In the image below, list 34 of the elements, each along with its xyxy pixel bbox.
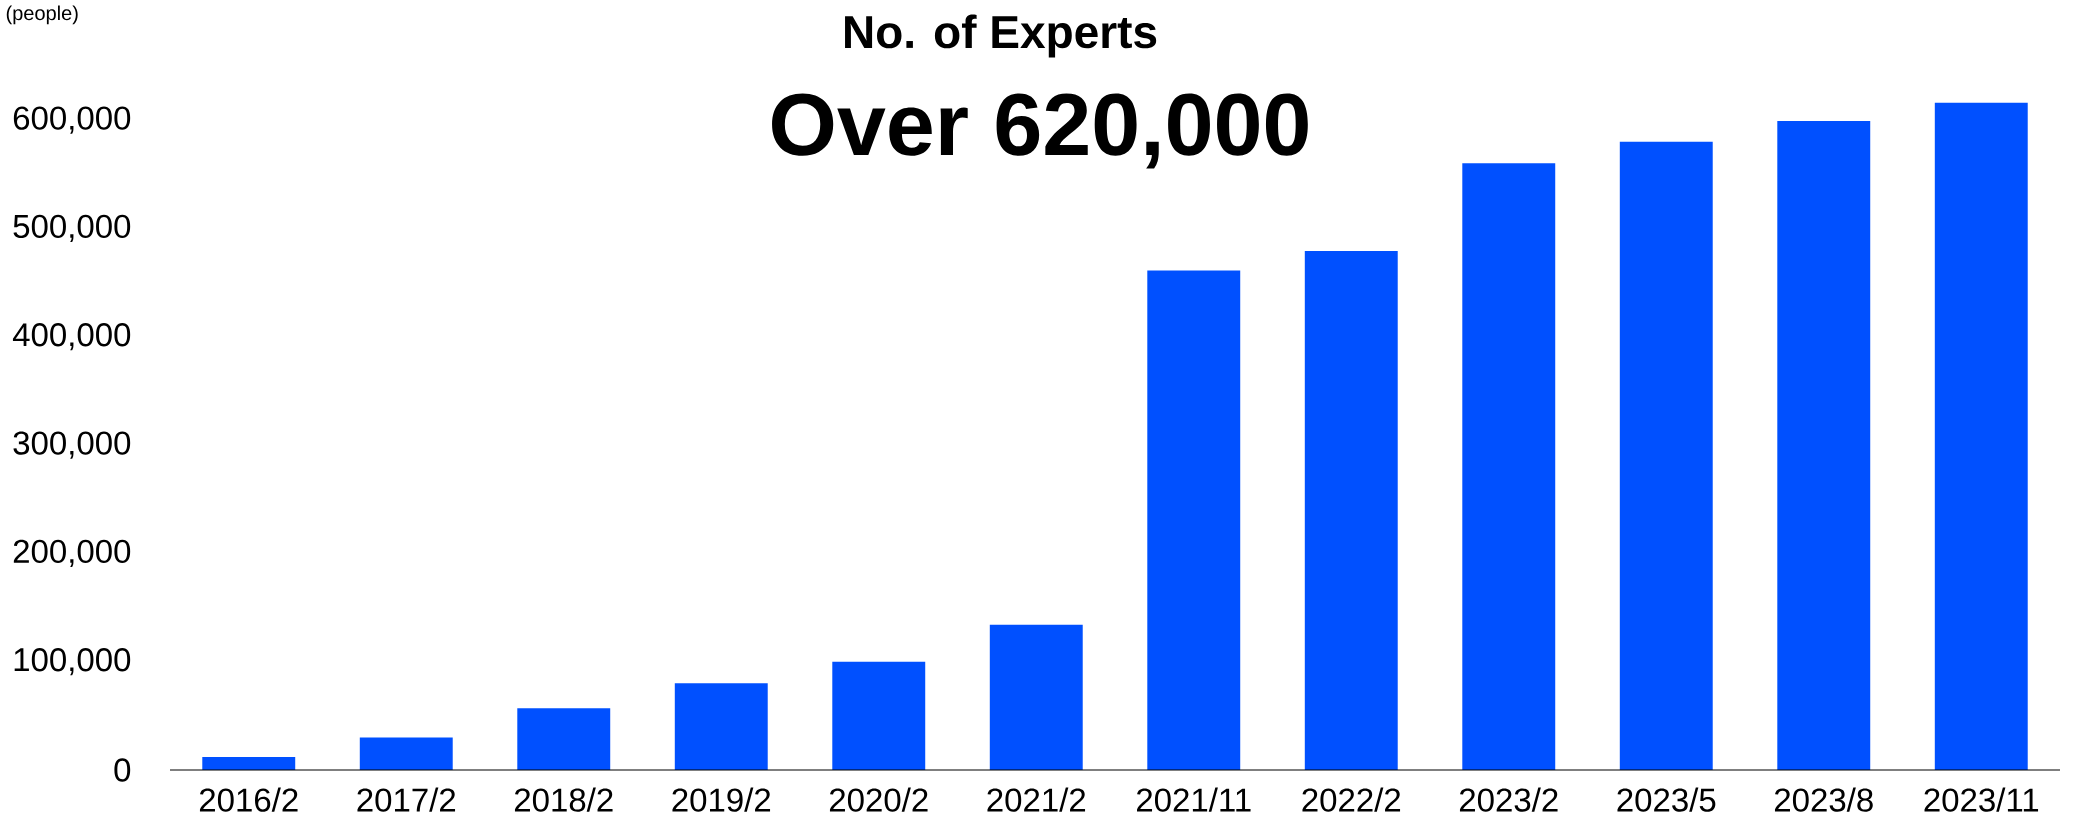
x-tick-label: 2023/5: [1617, 787, 1716, 812]
y-axis-title: (people): [6, 5, 78, 25]
bar: [674, 683, 768, 770]
y-tick-label: 0: [114, 758, 131, 782]
x-tick-label: 2017/2: [357, 787, 456, 812]
bar: [1462, 163, 1556, 770]
x-tick-label: 2023/2: [1459, 787, 1558, 812]
bar: [832, 661, 926, 770]
bar: [1147, 270, 1241, 770]
y-tick-label: 300,000: [13, 431, 131, 459]
x-tick-label: 2020/2: [829, 787, 928, 812]
bar: [1619, 141, 1713, 770]
bar: [1304, 251, 1398, 770]
y-tick-label: 500,000: [13, 214, 131, 242]
chart-title: No. of Experts: [845, 14, 1157, 58]
chart-subtitle: Over 620,000: [772, 93, 1308, 169]
bar: [517, 708, 611, 770]
x-tick-label: 2022/2: [1302, 787, 1401, 812]
x-tick-label: 2019/2: [672, 787, 771, 812]
x-tick-label: 2018/2: [514, 787, 613, 812]
bar: [1777, 121, 1871, 770]
bar: [202, 757, 296, 770]
y-tick-label: 400,000: [12, 323, 131, 351]
bar: [989, 624, 1083, 770]
x-tick-label: 2016/2: [199, 787, 298, 812]
bar: [1934, 102, 2028, 770]
y-tick-label: 600,000: [13, 106, 131, 134]
x-tick-label: 2023/8: [1774, 787, 1873, 812]
y-tick-label: 100,000: [14, 648, 131, 676]
y-tick-label: 200,000: [13, 539, 131, 567]
x-tick-label: 2021/2: [987, 787, 1086, 812]
bar: [359, 737, 453, 770]
x-tick-label: 2021/11: [1137, 787, 1251, 812]
x-tick-label: 2023/11: [1924, 787, 2039, 812]
